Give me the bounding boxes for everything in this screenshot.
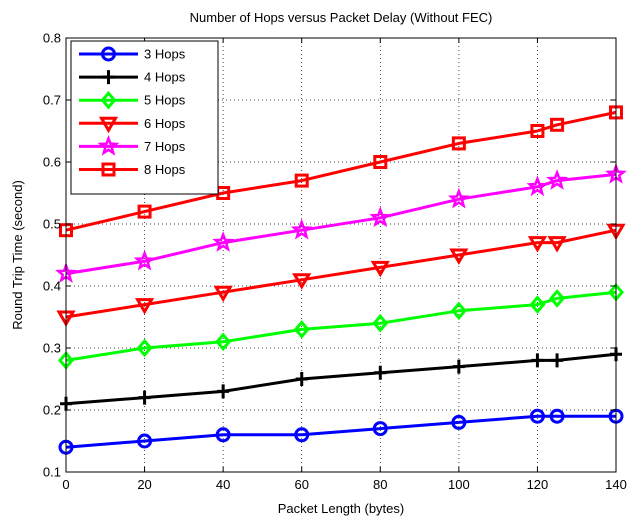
data-point <box>373 155 388 169</box>
data-point <box>134 298 155 315</box>
data-point <box>527 236 548 253</box>
legend-marker <box>100 90 117 110</box>
series-6-hops <box>56 223 626 327</box>
legend-marker <box>98 116 119 134</box>
data-point <box>529 295 546 314</box>
axis-ticks: 0 20 40 60 80 100 120 140 0.1 0.2 0.3 0.4 0.5 0.6 0.7 0… <box>43 31 627 493</box>
data-point <box>447 187 470 209</box>
data-point <box>452 359 465 374</box>
series-line <box>65 172 617 276</box>
y-tick-label: 0.4 <box>43 279 61 294</box>
data-point <box>369 206 392 228</box>
data-point <box>549 408 565 424</box>
series-line <box>65 290 617 362</box>
x-tick-label: 100 <box>448 477 470 492</box>
data-point <box>294 173 309 188</box>
x-tick-label: 140 <box>605 477 627 492</box>
data-point <box>295 372 308 386</box>
legend: 3 Hops 4 Hops 5 Hops 6 Hops 7 Hops 8 Hops <box>70 40 219 195</box>
x-tick-label: 120 <box>527 477 549 492</box>
series-4-hops <box>60 347 622 411</box>
data-point <box>547 236 567 253</box>
data-point <box>551 353 564 368</box>
data-point <box>526 175 549 197</box>
legend-label: 7 Hops <box>144 139 186 154</box>
series-3-hops <box>58 408 624 455</box>
data-point <box>133 249 156 271</box>
x-tick-label: 80 <box>373 477 387 492</box>
data-point <box>215 332 232 352</box>
data-point <box>294 427 310 443</box>
legend-label: 8 Hops <box>144 162 186 177</box>
y-axis-label: Round Trip Time (second) <box>10 180 25 330</box>
x-axis-label: Packet Length (bytes) <box>278 501 404 516</box>
data-point <box>530 124 545 138</box>
x-tick-label: 20 <box>137 477 151 492</box>
data-point <box>529 408 545 424</box>
data-point <box>137 433 153 449</box>
series-7-hops <box>55 162 627 283</box>
data-point <box>451 136 466 151</box>
data-point <box>215 427 231 443</box>
data-point <box>451 414 467 430</box>
y-tick-label: 0.5 <box>43 217 61 232</box>
data-point <box>374 365 387 380</box>
y-tick-label: 0.1 <box>43 465 61 480</box>
data-point <box>138 390 151 405</box>
legend-marker <box>101 46 116 62</box>
data-point <box>136 338 153 358</box>
data-point <box>372 421 388 437</box>
data-point <box>292 273 312 290</box>
data-point <box>370 260 390 278</box>
data-point <box>450 301 467 321</box>
x-tick-label: 40 <box>216 477 230 492</box>
data-point <box>137 204 152 219</box>
legend-marker <box>102 70 115 85</box>
data-point <box>290 218 313 240</box>
data-point <box>531 353 544 368</box>
series-line <box>65 228 617 319</box>
y-tick-label: 0.7 <box>43 93 61 108</box>
x-tick-label: 0 <box>62 477 69 492</box>
y-tick-label: 0.6 <box>43 155 61 170</box>
data-point <box>546 169 569 190</box>
y-tick-label: 0.8 <box>43 31 61 46</box>
y-tick-label: 0.2 <box>43 403 61 418</box>
data-point <box>372 313 389 333</box>
chart-title: Number of Hops versus Packet Delay (With… <box>190 10 493 25</box>
plot-area-frame <box>65 37 617 473</box>
data-point <box>213 285 233 303</box>
x-tick-label: 60 <box>294 477 308 492</box>
legend-label: 6 Hops <box>144 116 186 131</box>
legend-marker <box>101 162 116 177</box>
legend-label: 5 Hops <box>144 93 186 108</box>
legend-label: 3 Hops <box>144 47 186 62</box>
data-point <box>212 231 235 252</box>
y-tick-label: 0.3 <box>43 341 61 356</box>
data-point <box>293 320 310 339</box>
data-point <box>549 289 566 308</box>
data-point <box>217 384 230 399</box>
data-point <box>550 117 565 132</box>
data-point <box>449 248 469 265</box>
legend-marker <box>97 134 120 156</box>
legend-label: 4 Hops <box>144 70 186 85</box>
